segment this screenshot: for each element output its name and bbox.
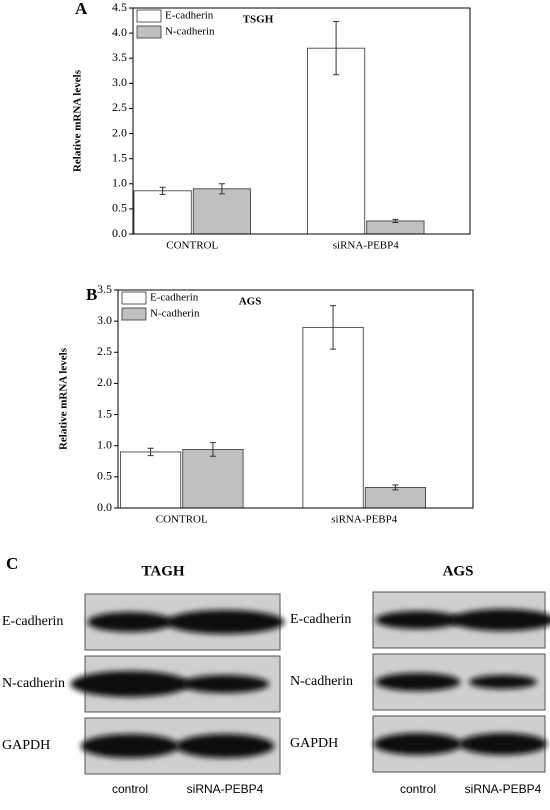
error-bar-line <box>159 186 166 195</box>
bar <box>133 190 192 235</box>
bar <box>364 487 426 509</box>
blot-title: TAGH <box>141 563 184 579</box>
panel-label: B <box>86 285 97 304</box>
legend-swatch <box>136 9 162 23</box>
error-bar-line <box>147 447 154 457</box>
blot-lane-label: siRNA-PEBP4 <box>465 782 542 796</box>
legend-label: E-cadherin <box>150 292 199 304</box>
error-bar-line <box>218 183 225 195</box>
blot-row-label: N-cadherin <box>2 676 65 691</box>
blot-row-label: GAPDH <box>290 736 338 751</box>
plot-frame <box>132 7 471 235</box>
blot-row-label: E-cadherin <box>2 614 63 629</box>
y-tick-label: 2.5 <box>97 344 112 358</box>
blot-band <box>458 733 548 755</box>
legend-swatch <box>136 25 162 39</box>
blot-band <box>375 611 461 629</box>
error-bar <box>147 447 154 457</box>
blot-row-label: GAPDH <box>2 738 50 753</box>
error-bar <box>159 186 166 195</box>
error-bar <box>392 484 399 491</box>
blot-band <box>450 609 550 631</box>
blot-band <box>70 671 190 697</box>
y-tick-label: 3.0 <box>97 313 112 327</box>
y-axis-label: Relative mRNA levels <box>72 69 84 172</box>
y-tick-label: 2.0 <box>97 375 112 389</box>
blot-lane-label: siRNA-PEBP4 <box>187 782 264 796</box>
panel-label: C <box>6 554 18 573</box>
x-tick-label: CONTROL <box>156 514 208 526</box>
panel-label: A <box>75 0 88 18</box>
legend-swatch <box>121 307 147 321</box>
y-tick-label: 2.5 <box>112 100 127 114</box>
legend-swatch <box>121 291 147 305</box>
x-tick-label: CONTROL <box>166 240 218 252</box>
bar <box>192 188 251 235</box>
bar <box>182 449 244 509</box>
x-tick-label: siRNA-PEBP4 <box>333 240 400 252</box>
error-bar-line <box>209 442 216 457</box>
y-tick-label: 0.0 <box>97 500 112 514</box>
error-bar <box>209 442 216 457</box>
x-tick-label: siRNA-PEBP4 <box>331 514 398 526</box>
blot-title: AGS <box>443 563 474 579</box>
plot-frame <box>117 289 474 509</box>
y-tick-label: 3.5 <box>97 282 112 296</box>
blot-band <box>469 675 537 689</box>
y-tick-label: 0.5 <box>112 201 127 215</box>
y-tick-label: 2.0 <box>112 125 127 139</box>
legend-label: N-cadherin <box>165 26 215 38</box>
blot-band <box>375 673 461 691</box>
y-tick-label: 0.0 <box>112 226 127 240</box>
legend-label: E-cadherin <box>165 10 214 22</box>
bar <box>120 451 182 509</box>
y-tick-label: 4.0 <box>112 25 127 39</box>
y-tick-label: 1.0 <box>97 437 112 451</box>
blot-lane-label: control <box>112 782 148 796</box>
error-bar <box>392 218 399 223</box>
error-bar <box>330 305 337 350</box>
y-tick-label: 0.5 <box>97 469 112 483</box>
blot-band <box>373 733 463 755</box>
blot-band <box>165 610 285 634</box>
error-bar-line <box>392 484 399 491</box>
bar <box>307 47 366 235</box>
legend-label: N-cadherin <box>150 308 200 320</box>
y-tick-label: 4.5 <box>112 0 127 14</box>
chart-title: AGS <box>239 296 262 308</box>
bar <box>302 326 364 509</box>
blot-band <box>87 612 173 632</box>
error-bar-line <box>392 218 399 223</box>
error-bar <box>218 183 225 195</box>
error-bar <box>333 21 340 76</box>
blot-row-label: N-cadherin <box>290 674 353 689</box>
blot-band <box>180 675 270 693</box>
chart-title: TSGH <box>243 14 274 26</box>
blot-band <box>175 734 275 758</box>
blot-lane-label: control <box>400 782 436 796</box>
error-bar-line <box>333 21 340 76</box>
y-axis-label: Relative mRNA levels <box>58 347 70 450</box>
y-tick-label: 1.5 <box>112 150 127 164</box>
y-tick-label: 1.0 <box>112 176 127 190</box>
y-tick-label: 1.5 <box>97 406 112 420</box>
y-tick-label: 3.0 <box>112 75 127 89</box>
blot-row-label: E-cadherin <box>290 612 351 627</box>
blot-band <box>80 734 180 758</box>
error-bar-line <box>330 305 337 350</box>
y-tick-label: 3.5 <box>112 50 127 64</box>
